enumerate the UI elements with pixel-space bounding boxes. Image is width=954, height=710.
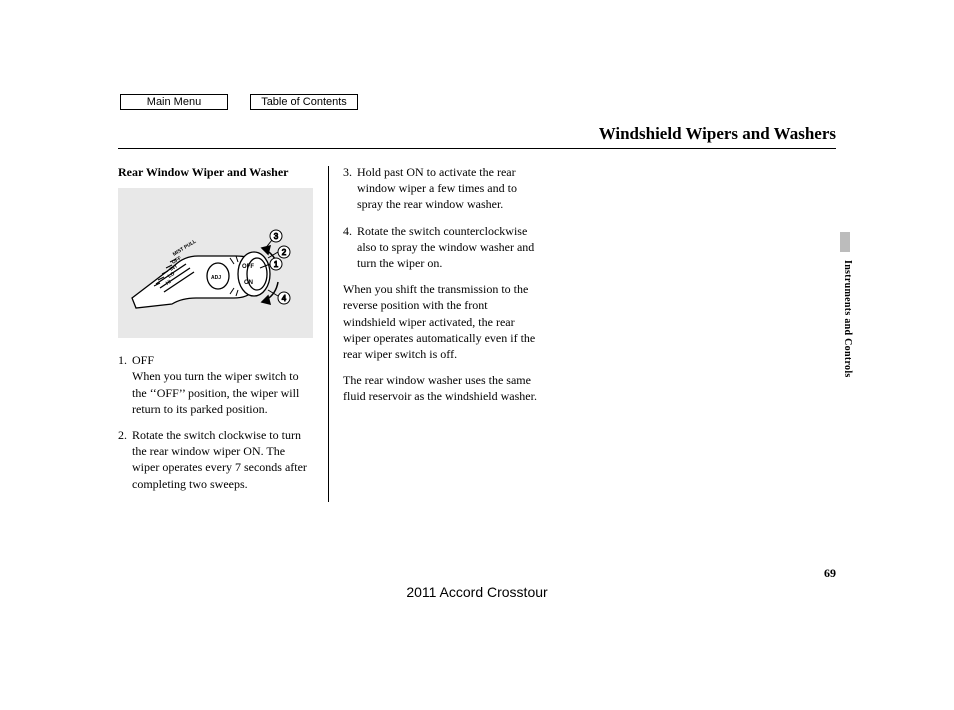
item-number: 4. [343, 223, 357, 272]
page-number: 69 [824, 566, 836, 581]
footer-model: 2011 Accord Crosstour [0, 584, 954, 600]
label-adj: ADJ [211, 275, 221, 281]
paragraph: The rear window washer uses the same flu… [343, 372, 539, 404]
label-dial-off: OFF [242, 264, 254, 270]
label-mist: MIST PULL [172, 239, 198, 258]
wiper-stalk-svg: MIST PULL OFF INT LO HI ADJ OFF ON [126, 206, 306, 326]
column-1: Rear Window Wiper and Washer [118, 164, 328, 502]
list-item: 3. Hold past ON to activate the rear win… [343, 164, 539, 213]
nav-buttons: Main Menu Table of Contents [120, 94, 358, 110]
paragraph: When you shift the transmission to the r… [343, 281, 539, 362]
column-2: 3. Hold past ON to activate the rear win… [329, 164, 539, 502]
item-body: Rotate the switch counterclockwise also … [357, 223, 539, 272]
callout-3: 3 [274, 232, 279, 241]
content-columns: Rear Window Wiper and Washer [118, 164, 678, 502]
subheading: Rear Window Wiper and Washer [118, 164, 314, 180]
item-number: 1. [118, 352, 132, 417]
item-body: Hold past ON to activate the rear window… [357, 164, 539, 213]
section-label: Instruments and Controls [842, 260, 853, 378]
callout-4: 4 [282, 294, 287, 303]
list-item: 2. Rotate the switch clockwise to turn t… [118, 427, 314, 492]
label-dial-on: ON [244, 280, 253, 286]
wiper-stalk-figure: MIST PULL OFF INT LO HI ADJ OFF ON [118, 188, 313, 338]
item-body: Rotate the switch clockwise to turn the … [132, 427, 314, 492]
list-item: 4. Rotate the switch counterclockwise al… [343, 223, 539, 272]
toc-button[interactable]: Table of Contents [250, 94, 358, 110]
title-rule [118, 148, 836, 149]
main-menu-button[interactable]: Main Menu [120, 94, 228, 110]
callout-1: 1 [274, 260, 279, 269]
item-title: OFF [132, 352, 314, 368]
section-tab [840, 232, 850, 252]
item-number: 2. [118, 427, 132, 492]
list-item: 1. OFF When you turn the wiper switch to… [118, 352, 314, 417]
item-body: When you turn the wiper switch to the ‘‘… [132, 368, 314, 417]
callout-2: 2 [282, 248, 287, 257]
item-number: 3. [343, 164, 357, 213]
page-title: Windshield Wipers and Washers [599, 124, 836, 144]
